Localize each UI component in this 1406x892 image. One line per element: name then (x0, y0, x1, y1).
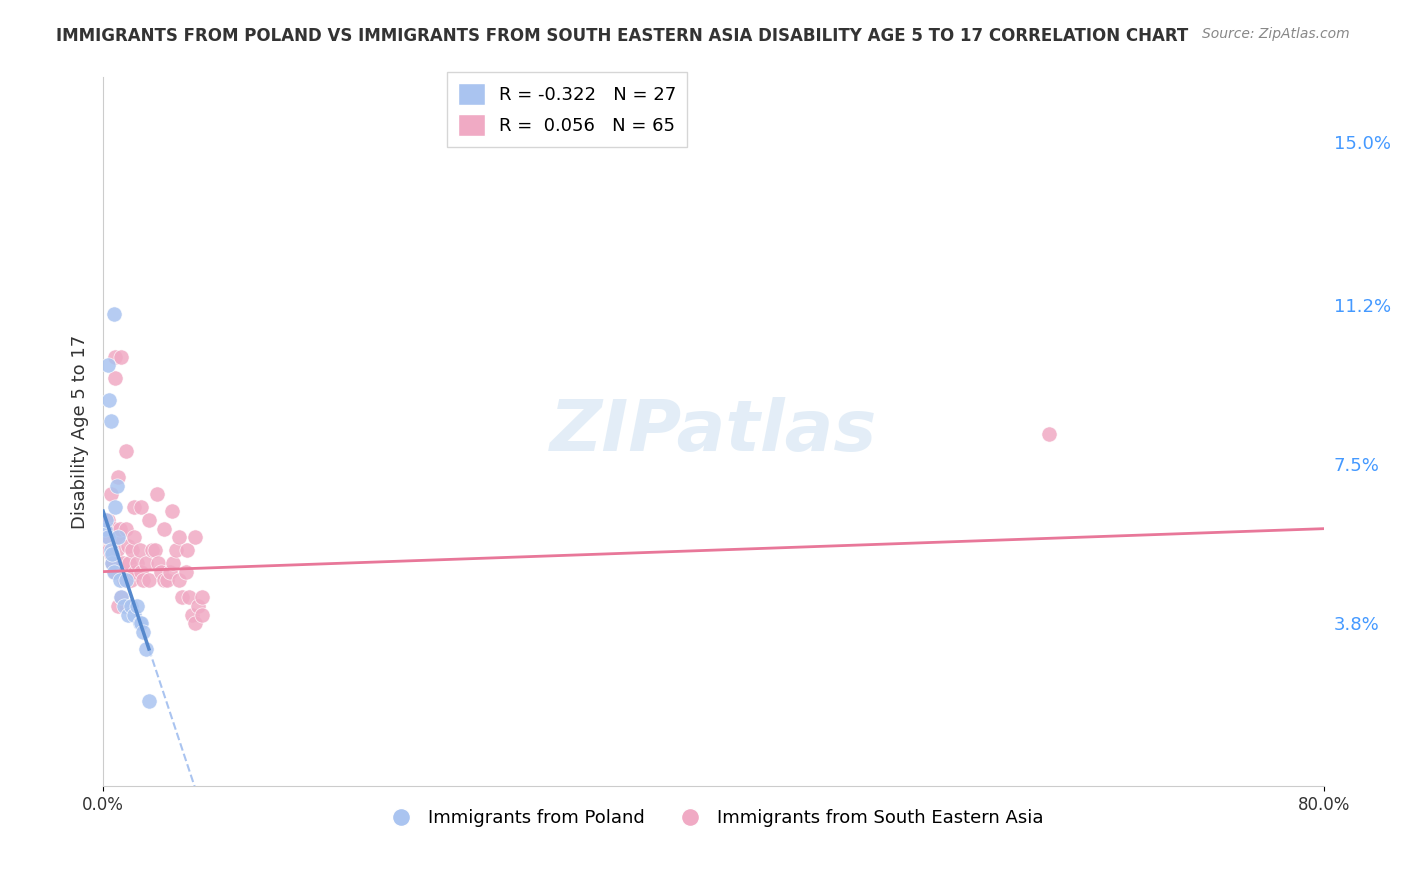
Point (120, 573, 142, 587)
Point (103, 522, 125, 536)
Point (108, 573, 131, 587)
Point (115, 522, 138, 536)
Point (98, 392, 121, 407)
Point (97, 359, 120, 373)
Point (100, 487, 122, 501)
Point (128, 616, 150, 631)
Point (104, 500, 127, 515)
Point (117, 539, 139, 553)
Point (146, 556, 169, 570)
Point (187, 599, 209, 613)
Point (96, 513, 118, 527)
Point (183, 616, 205, 631)
Point (129, 616, 152, 631)
Point (132, 573, 155, 587)
Point (138, 513, 160, 527)
Point (107, 530, 129, 544)
Point (101, 548, 124, 562)
Point (115, 444, 138, 458)
Point (169, 573, 191, 587)
Point (93, 513, 115, 527)
Point (98, 543, 121, 558)
Point (125, 556, 148, 570)
Point (125, 599, 148, 613)
Point (101, 556, 124, 570)
Point (162, 556, 184, 570)
Point (132, 624, 155, 639)
Point (191, 591, 214, 605)
Point (141, 543, 163, 558)
Point (159, 565, 181, 579)
Point (93, 522, 115, 536)
Point (105, 478, 128, 492)
Point (120, 599, 142, 613)
Point (107, 530, 129, 544)
Point (153, 522, 176, 536)
Point (108, 522, 131, 536)
Point (122, 500, 145, 515)
Point (153, 573, 176, 587)
Point (174, 565, 197, 579)
Point (183, 530, 205, 544)
Point (138, 573, 160, 587)
Point (135, 556, 157, 570)
Point (169, 530, 191, 544)
Point (150, 565, 173, 579)
Point (122, 607, 145, 622)
Point (115, 573, 138, 587)
Point (156, 573, 179, 587)
Point (114, 599, 136, 613)
Point (100, 543, 122, 558)
Point (117, 607, 139, 622)
Point (97, 530, 120, 544)
Point (121, 543, 143, 558)
Point (101, 556, 124, 570)
Point (110, 350, 132, 364)
Text: Source: ZipAtlas.com: Source: ZipAtlas.com (1202, 27, 1350, 41)
Point (165, 543, 187, 558)
Point (172, 591, 194, 605)
Point (100, 548, 122, 562)
Point (135, 642, 157, 657)
Point (107, 599, 129, 613)
Point (114, 573, 136, 587)
Point (115, 599, 138, 613)
Point (128, 543, 150, 558)
Point (104, 350, 127, 364)
Legend: Immigrants from Poland, Immigrants from South Eastern Asia: Immigrants from Poland, Immigrants from … (377, 802, 1052, 834)
Point (177, 591, 200, 605)
Point (100, 414, 122, 428)
Point (129, 565, 152, 579)
Point (103, 565, 125, 579)
Point (176, 543, 198, 558)
Point (191, 607, 214, 622)
Point (107, 470, 129, 484)
Point (143, 543, 166, 558)
Point (104, 371, 127, 385)
Point (103, 565, 125, 579)
Point (138, 693, 160, 707)
Point (160, 504, 183, 518)
Point (110, 591, 132, 605)
Point (97, 513, 120, 527)
Text: IMMIGRANTS FROM POLAND VS IMMIGRANTS FROM SOUTH EASTERN ASIA DISABILITY AGE 5 TO: IMMIGRANTS FROM POLAND VS IMMIGRANTS FRO… (56, 27, 1188, 45)
Y-axis label: Disability Age 5 to 17: Disability Age 5 to 17 (72, 334, 89, 529)
Point (103, 307, 125, 321)
Point (105, 543, 128, 558)
Point (111, 556, 134, 570)
Point (180, 607, 202, 622)
Point (118, 556, 141, 570)
Point (1038, 427, 1060, 442)
Point (96, 530, 118, 544)
Point (122, 530, 145, 544)
Point (129, 500, 152, 515)
Point (110, 591, 132, 605)
Point (104, 565, 127, 579)
Point (145, 487, 167, 501)
Text: ZIPatlas: ZIPatlas (550, 398, 877, 467)
Point (124, 565, 146, 579)
